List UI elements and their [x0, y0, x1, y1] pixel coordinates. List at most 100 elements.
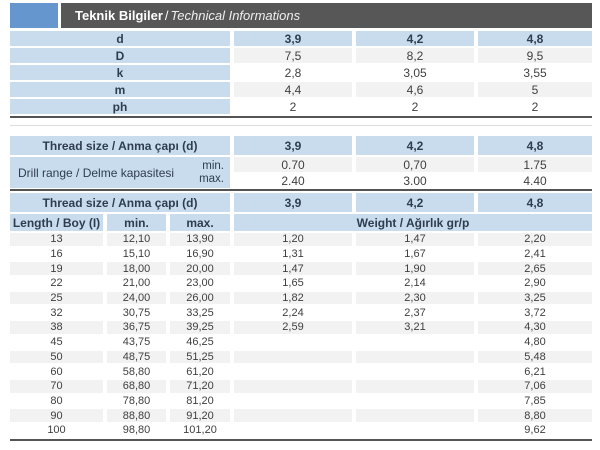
param-label: D — [10, 48, 230, 63]
weight-value: 2,37 — [356, 306, 474, 320]
max-value: 39,25 — [170, 321, 230, 334]
table-row: k 2,8 3,05 3,55 — [10, 65, 592, 80]
length-value: 90 — [10, 409, 103, 422]
param-label: m — [10, 82, 230, 97]
max-value: 26,00 — [170, 291, 230, 305]
table-row: 100 98,80 101,20 9,62 — [10, 423, 592, 437]
table-row: 13 12,10 13,90 1,20 1,47 2,20 — [10, 233, 592, 246]
min-value: 48,75 — [107, 350, 166, 364]
length-weight-table: Thread size / Anma çapı (d) 3,9 4,2 4,8 … — [10, 193, 592, 437]
weight-value: 1,20 — [234, 233, 352, 246]
table-header-row: Thread size / Anma çapı (d) 3,9 4,2 4,8 — [10, 136, 592, 155]
param-value: 4,8 — [478, 31, 592, 46]
min-value: 88,80 — [107, 409, 166, 422]
param-value: 7,5 — [234, 48, 352, 63]
param-value: 8,2 — [356, 48, 474, 63]
weight-value: 1,82 — [234, 291, 352, 305]
param-value: 2 — [234, 99, 352, 114]
min-max-labels: min. max. — [199, 160, 224, 186]
table-row: 19 18,00 20,00 1,47 1,90 2,65 — [10, 262, 592, 276]
table-row: 22 21,00 23,00 1,65 2,14 2,90 — [10, 277, 592, 290]
param-value: 4,6 — [356, 82, 474, 97]
length-value: 25 — [10, 291, 103, 305]
section-divider — [10, 438, 592, 441]
length-value: 50 — [10, 350, 103, 364]
min-value: 12,10 — [107, 233, 166, 246]
title-separator: / — [164, 8, 169, 23]
section-divider — [10, 116, 592, 118]
size-column: 4,2 — [356, 136, 474, 155]
drill-min-value: 1.75 — [478, 157, 592, 172]
max-value: 71,20 — [170, 379, 230, 393]
param-value: 3,55 — [478, 65, 592, 80]
table-row: D 7,5 8,2 9,5 — [10, 48, 592, 63]
thread-size-label: Thread size / Anma çapı (d) — [10, 193, 230, 212]
max-value: 81,20 — [170, 394, 230, 408]
drill-min-value: 0.70 — [234, 157, 352, 172]
drill-range-label-cell: Drill range / Delme kapasitesi min. max. — [10, 157, 230, 188]
weight-value: 3,21 — [356, 321, 474, 334]
weight-value: 1,47 — [356, 233, 474, 246]
dimensions-table: d 3,9 4,2 4,8 D 7,5 8,2 9,5 k 2,8 3,05 3… — [10, 31, 592, 114]
param-value: 9,5 — [478, 48, 592, 63]
divider-shadow — [10, 125, 592, 126]
table-row: 25 24,00 26,00 1,82 2,30 3,25 — [10, 291, 592, 305]
max-value: 51,25 — [170, 350, 230, 364]
param-value: 2 — [478, 99, 592, 114]
size-column: 4,8 — [478, 136, 592, 155]
weight-value: 4,80 — [478, 335, 592, 349]
param-value: 3,9 — [234, 31, 352, 46]
max-value: 61,20 — [170, 365, 230, 378]
min-value: 36,75 — [107, 321, 166, 334]
length-value: 13 — [10, 233, 103, 246]
thread-size-label: Thread size / Anma çapı (d) — [10, 136, 230, 155]
min-value: 30,75 — [107, 306, 166, 320]
weight-value — [356, 379, 474, 393]
weight-value — [356, 423, 474, 437]
length-weight-body: 13 12,10 13,90 1,20 1,47 2,20 16 15,10 1… — [10, 233, 592, 437]
weight-value: 2,90 — [478, 277, 592, 290]
max-value: 16,90 — [170, 247, 230, 261]
weight-value: 2,65 — [478, 262, 592, 276]
length-value: 19 — [10, 262, 103, 276]
min-value: 24,00 — [107, 291, 166, 305]
min-value: 58,80 — [107, 365, 166, 378]
table-header-row: Thread size / Anma çapı (d) 3,9 4,2 4,8 — [10, 193, 592, 212]
length-value: 80 — [10, 394, 103, 408]
weight-value — [234, 335, 352, 349]
size-column: 3,9 — [234, 193, 352, 212]
table-row: ph 2 2 2 — [10, 99, 592, 114]
table-row: 32 30,75 33,25 2,24 2,37 3,72 — [10, 306, 592, 320]
min-value: 43,75 — [107, 335, 166, 349]
min-label: min. — [202, 159, 224, 172]
weight-value — [356, 409, 474, 422]
table-row: 16 15,10 16,90 1,31 1,67 2,41 — [10, 247, 592, 261]
length-value: 60 — [10, 365, 103, 378]
drill-range-label: Drill range / Delme kapasitesi — [18, 165, 175, 180]
weight-value — [234, 365, 352, 378]
title-bar-row: Teknik Bilgiler / Technical Informations — [10, 3, 592, 28]
section-title-bar: Teknik Bilgiler / Technical Informations — [61, 3, 592, 28]
accent-square — [10, 3, 58, 28]
weight-value: 1,90 — [356, 262, 474, 276]
weight-value: 2,41 — [478, 247, 592, 261]
table-row: m 4,4 4,6 5 — [10, 82, 592, 97]
table-row: d 3,9 4,2 4,8 — [10, 31, 592, 46]
table-row: 50 48,75 51,25 5,48 — [10, 350, 592, 364]
title-turkish: Teknik Bilgiler — [75, 8, 163, 23]
length-value: 22 — [10, 277, 103, 290]
max-value: 20,00 — [170, 262, 230, 276]
min-value: 98,80 — [107, 423, 166, 437]
weight-value: 3,25 — [478, 291, 592, 305]
length-column-header: Length / Boy (I) — [10, 214, 103, 231]
weight-value — [234, 423, 352, 437]
weight-value: 6,21 — [478, 365, 592, 378]
min-column-header: min. — [107, 214, 166, 231]
min-value: 18,00 — [107, 262, 166, 276]
drill-max-value: 3.00 — [356, 173, 474, 188]
drill-max-value: 2.40 — [234, 173, 352, 188]
weight-value: 5,48 — [478, 350, 592, 364]
max-value: 33,25 — [170, 306, 230, 320]
weight-value: 2,14 — [356, 277, 474, 290]
